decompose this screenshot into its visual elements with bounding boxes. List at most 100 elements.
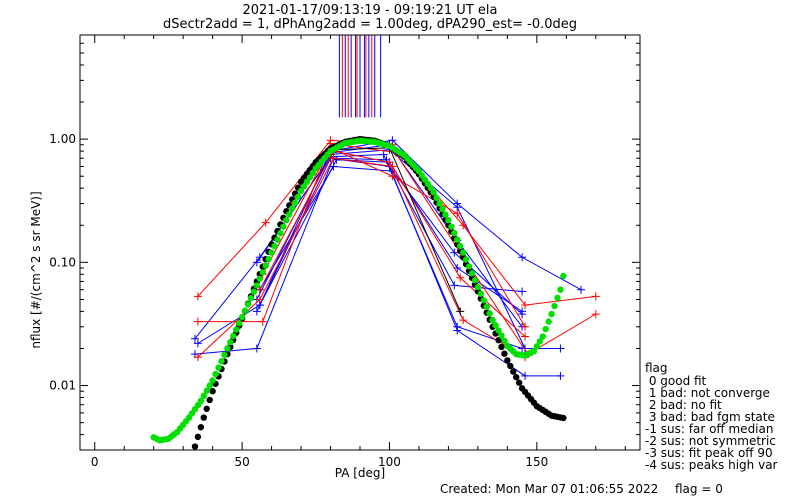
series-line (197, 143, 597, 355)
fit-dot (557, 286, 564, 293)
data-series (190, 136, 600, 380)
fit-dot (465, 263, 473, 270)
fit-dot (300, 183, 308, 190)
fit-dot (542, 325, 549, 333)
data-point (521, 322, 530, 331)
fit-dot (507, 362, 514, 370)
data-point (521, 344, 530, 353)
legend-entry: 2 bad: no fit (645, 398, 722, 412)
fit-dot (489, 316, 496, 324)
data-point (456, 273, 465, 282)
data-point (329, 154, 338, 163)
fit-dot (545, 318, 552, 325)
fit-dot (197, 397, 205, 405)
fit-dot (247, 294, 255, 302)
fit-dot (250, 288, 258, 295)
fit-dot (221, 351, 228, 359)
fit-curves (150, 135, 567, 450)
fit-dot (471, 276, 479, 284)
fit-dot (554, 294, 561, 302)
fit-dot (283, 216, 290, 224)
data-point (521, 371, 530, 380)
chart-title: 2021-01-17/09:13:19 - 09:19:21 UT ela (243, 3, 498, 18)
legend-entry: 1 bad: not converge (645, 386, 770, 400)
fit-dot (492, 322, 499, 329)
fit-dot (462, 256, 470, 263)
x-tick-label: 50 (234, 455, 249, 469)
data-point (577, 285, 586, 294)
axis-ticks: 0 50 100 150 1.00 0.10 0.01 (49, 34, 640, 469)
fit-dot (289, 205, 296, 212)
fit-dot (235, 320, 243, 327)
fit-dot (209, 377, 216, 384)
data-point (459, 316, 468, 325)
series (193, 139, 600, 359)
fit-dot (244, 301, 252, 308)
fit-dot (262, 262, 269, 269)
data-point (379, 150, 388, 159)
data-point (193, 317, 202, 326)
fit-dot (271, 242, 278, 250)
fit-dot (238, 313, 246, 321)
legend-entry: -4 sus: peaks high var (645, 458, 778, 472)
fit-dot (501, 350, 508, 357)
fit-dot (445, 216, 452, 224)
flag-value: flag = 0 (675, 482, 723, 496)
fit-dot (548, 310, 555, 318)
series (193, 154, 530, 362)
data-point (453, 209, 462, 218)
series (252, 154, 527, 319)
fit-dot (218, 358, 225, 365)
fit-dot (309, 169, 317, 177)
legend-entry: -3 sus: fit peak off 90 (645, 446, 773, 460)
fit-dot (203, 405, 210, 412)
data-point (193, 292, 202, 301)
legend-entry: 0 good fit (645, 374, 707, 388)
fit-dot (277, 229, 284, 237)
fit-dot (203, 387, 210, 394)
data-point (388, 172, 397, 181)
fit-dot (297, 187, 305, 195)
x-axis-label: PA [deg] (335, 466, 385, 480)
series-line (330, 147, 461, 312)
fit-dot (495, 327, 502, 334)
fit-dot (215, 364, 222, 371)
fit-dot (268, 249, 275, 256)
fit-dot (533, 343, 541, 350)
data-point (591, 292, 600, 301)
fit-dot (468, 270, 476, 277)
fit-dot (439, 205, 446, 213)
fit-dot (510, 368, 517, 375)
fit-dot (477, 290, 485, 297)
fit-curve (150, 137, 567, 444)
y-tick-label: 0.01 (49, 379, 76, 393)
vertical-markers (338, 35, 382, 118)
data-point (385, 158, 394, 167)
fit-dot (294, 193, 302, 200)
fit-dot (227, 338, 234, 346)
fit-dot (224, 345, 231, 352)
fit-dot (459, 249, 467, 256)
fit-dot (448, 223, 455, 230)
fit-dot (191, 443, 199, 450)
data-point (521, 301, 530, 310)
fit-dot (457, 242, 464, 250)
data-point (591, 310, 600, 319)
fit-dot (560, 414, 567, 422)
fit-dot (495, 337, 502, 344)
data-point (453, 326, 462, 335)
legend-entry: -1 sus: far off median (645, 422, 773, 436)
fit-dot (454, 236, 461, 243)
y-tick-label: 1.00 (49, 132, 76, 146)
data-point (521, 332, 530, 341)
fit-dot (498, 332, 505, 339)
legend-title: flag (645, 361, 668, 375)
fit-dot (474, 283, 482, 291)
fit-dot (486, 310, 493, 317)
fit-dot (430, 189, 437, 196)
legend-entry: 3 bad: bad fgm state (645, 410, 775, 424)
fit-dot (442, 211, 449, 218)
fit-dot (480, 297, 487, 304)
fit-dot (274, 236, 281, 243)
fit-dot (560, 272, 567, 280)
